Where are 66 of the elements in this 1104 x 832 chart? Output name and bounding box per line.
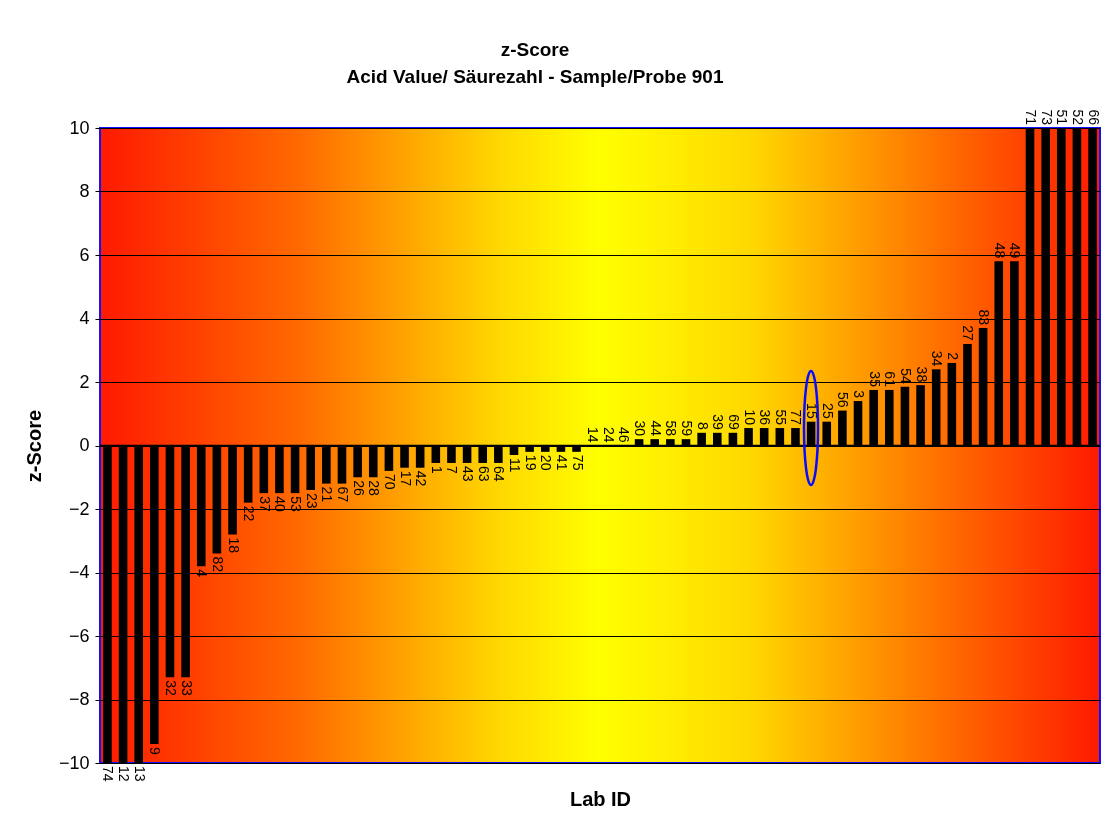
x-tick-label: 34 [929,350,946,367]
x-tick-label: 10 [741,409,758,426]
y-tick-label: −10 [58,752,90,773]
x-tick-label: 3 [851,390,868,399]
x-tick-label: 59 [679,420,695,437]
x-tick-label: 8 [694,422,711,430]
x-tick-label: 39 [710,414,727,431]
x-tick-label: 42 [413,470,430,487]
x-tick-label: 13 [131,766,148,782]
x-tick-label: 28 [366,480,383,497]
x-tick-label: 24 [600,426,617,443]
x-tick-label: 1 [428,465,445,474]
x-tick-label: 73 [1038,109,1055,126]
x-tick-label: 64 [491,465,508,482]
x-tick-label: 69 [725,414,742,431]
y-axis-title: z-Score [22,409,45,483]
x-tick-label: 32 [162,680,179,697]
x-tick-label: 46 [616,426,633,443]
x-tick-label: 23 [303,492,320,509]
x-tick-label: 41 [553,454,570,471]
x-tick-label: 56 [835,392,852,408]
x-tick-label: 67 [334,486,351,503]
y-tick-label: −6 [68,625,90,646]
x-tick-label: 30 [632,420,649,437]
x-tick-label: 20 [538,454,555,471]
y-tick-label: −8 [68,689,90,709]
x-tick-label: 26 [350,480,367,497]
x-tick-label: 38 [913,366,930,383]
y-tick-label: 0 [79,435,90,455]
y-tick-label: 6 [79,244,90,265]
x-tick-label: 36 [757,409,774,426]
chart-title: z-Score [500,39,570,61]
y-tick-label: −2 [68,498,90,519]
x-tick-label: 44 [647,420,664,437]
x-tick-label: 14 [585,426,602,443]
x-tick-label: 21 [319,486,336,503]
x-tick-label: 77 [788,409,805,426]
chart-subtitle: Acid Value/ Säurezahl - Sample/Probe 901 [346,66,724,88]
x-tick-label: 75 [569,454,586,471]
x-tick-label: 74 [100,766,117,782]
x-tick-label: 12 [116,766,133,782]
y-tick-label: −4 [68,562,90,582]
x-tick-label: 66 [1085,109,1102,126]
x-tick-label: 18 [225,537,242,554]
y-tick-label: 8 [79,181,90,201]
x-tick-label: 27 [960,325,977,342]
x-tick-label: 43 [460,465,477,482]
x-tick-label: 15 [804,403,821,419]
x-tick-label: 70 [381,473,398,490]
x-tick-label: 52 [1069,109,1086,126]
x-tick-label: 19 [522,454,539,471]
x-axis-title: Lab ID [569,787,632,810]
x-tick-label: 33 [178,680,195,697]
x-tick-label: 7 [444,465,461,474]
y-tick-label: 4 [79,308,90,328]
x-tick-label: 63 [475,465,492,482]
x-tick-label: 71 [1023,109,1040,126]
x-tick-label: 54 [897,368,914,384]
x-tick-label: 17 [397,470,414,487]
x-tick-label: 11 [507,458,523,473]
x-tick-label: 82 [209,556,226,573]
x-tick-label: 25 [819,403,836,419]
x-tick-label: 58 [663,420,680,437]
x-tick-label: 9 [147,746,164,755]
x-tick-label: 55 [772,409,789,426]
x-tick-label: 51 [1054,109,1071,126]
